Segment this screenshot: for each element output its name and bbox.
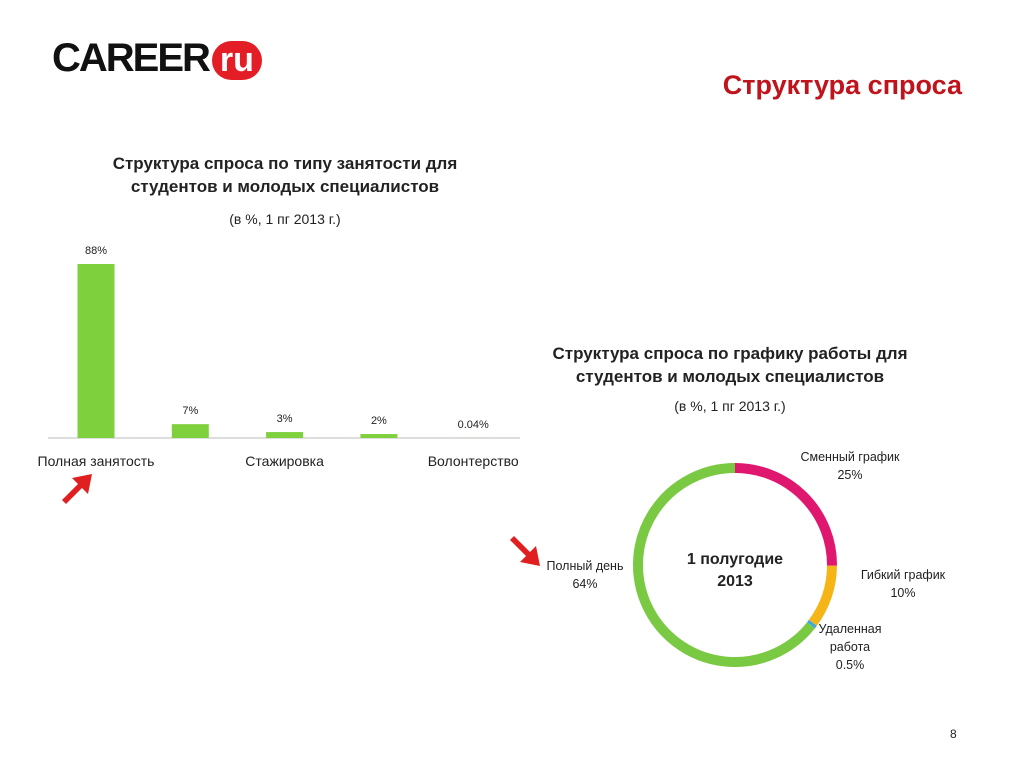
arrow-icon [62,474,92,504]
donut-segment [808,565,837,626]
bar [360,434,398,438]
x-tick-label: Волонтерство [427,453,519,469]
center-label: 1 полугодие 2013 [686,551,784,590]
page-number: 8 [950,727,957,741]
category-label: Удаленная работа [818,622,882,654]
x-tick-label: Стажировка [245,453,324,469]
segment-label: Сменный график 25% [800,448,900,484]
segment-label: Гибкий график 10% [845,566,961,602]
segment-label: Полный день 64% [530,557,640,593]
category-label: Сменный график [800,450,900,464]
donut-segment [807,619,817,629]
logo-suffix: ru [211,41,262,80]
segment-label: Удаленная работа 0.5% [812,620,888,674]
category-label: Гибкий график [860,568,946,582]
chart-title: Структура спроса по типу занятости для с… [112,154,458,196]
bar [77,264,115,438]
chart-title: Структура спроса по графику работы для с… [552,344,908,386]
value-label: 88% [84,245,108,257]
bar [266,432,304,438]
value-label: 0.5% [835,658,865,672]
logo: CAREER ru [52,36,262,81]
donut-segment [734,463,837,566]
value-label: 7% [182,405,199,418]
value-label: 3% [276,413,293,426]
value-label: 0.04% [457,418,489,431]
chart-subtitle: (в %, 1 пг 2013 г.) [229,211,341,227]
chart-subtitle: (в %, 1 пг 2013 г.) [674,398,786,414]
arrow-icon [510,536,540,566]
x-tick-label: Полная занятость [37,453,155,469]
bar [171,424,209,438]
value-label: 25% [837,468,863,482]
slide-title: Структура спроса [722,70,962,100]
value-label: 64% [572,577,598,591]
category-label: Полный день [546,559,624,573]
value-label: 2% [370,415,387,428]
logo-text: CAREER [52,36,211,80]
donut-segment [633,463,815,667]
value-label: 10% [890,586,916,600]
